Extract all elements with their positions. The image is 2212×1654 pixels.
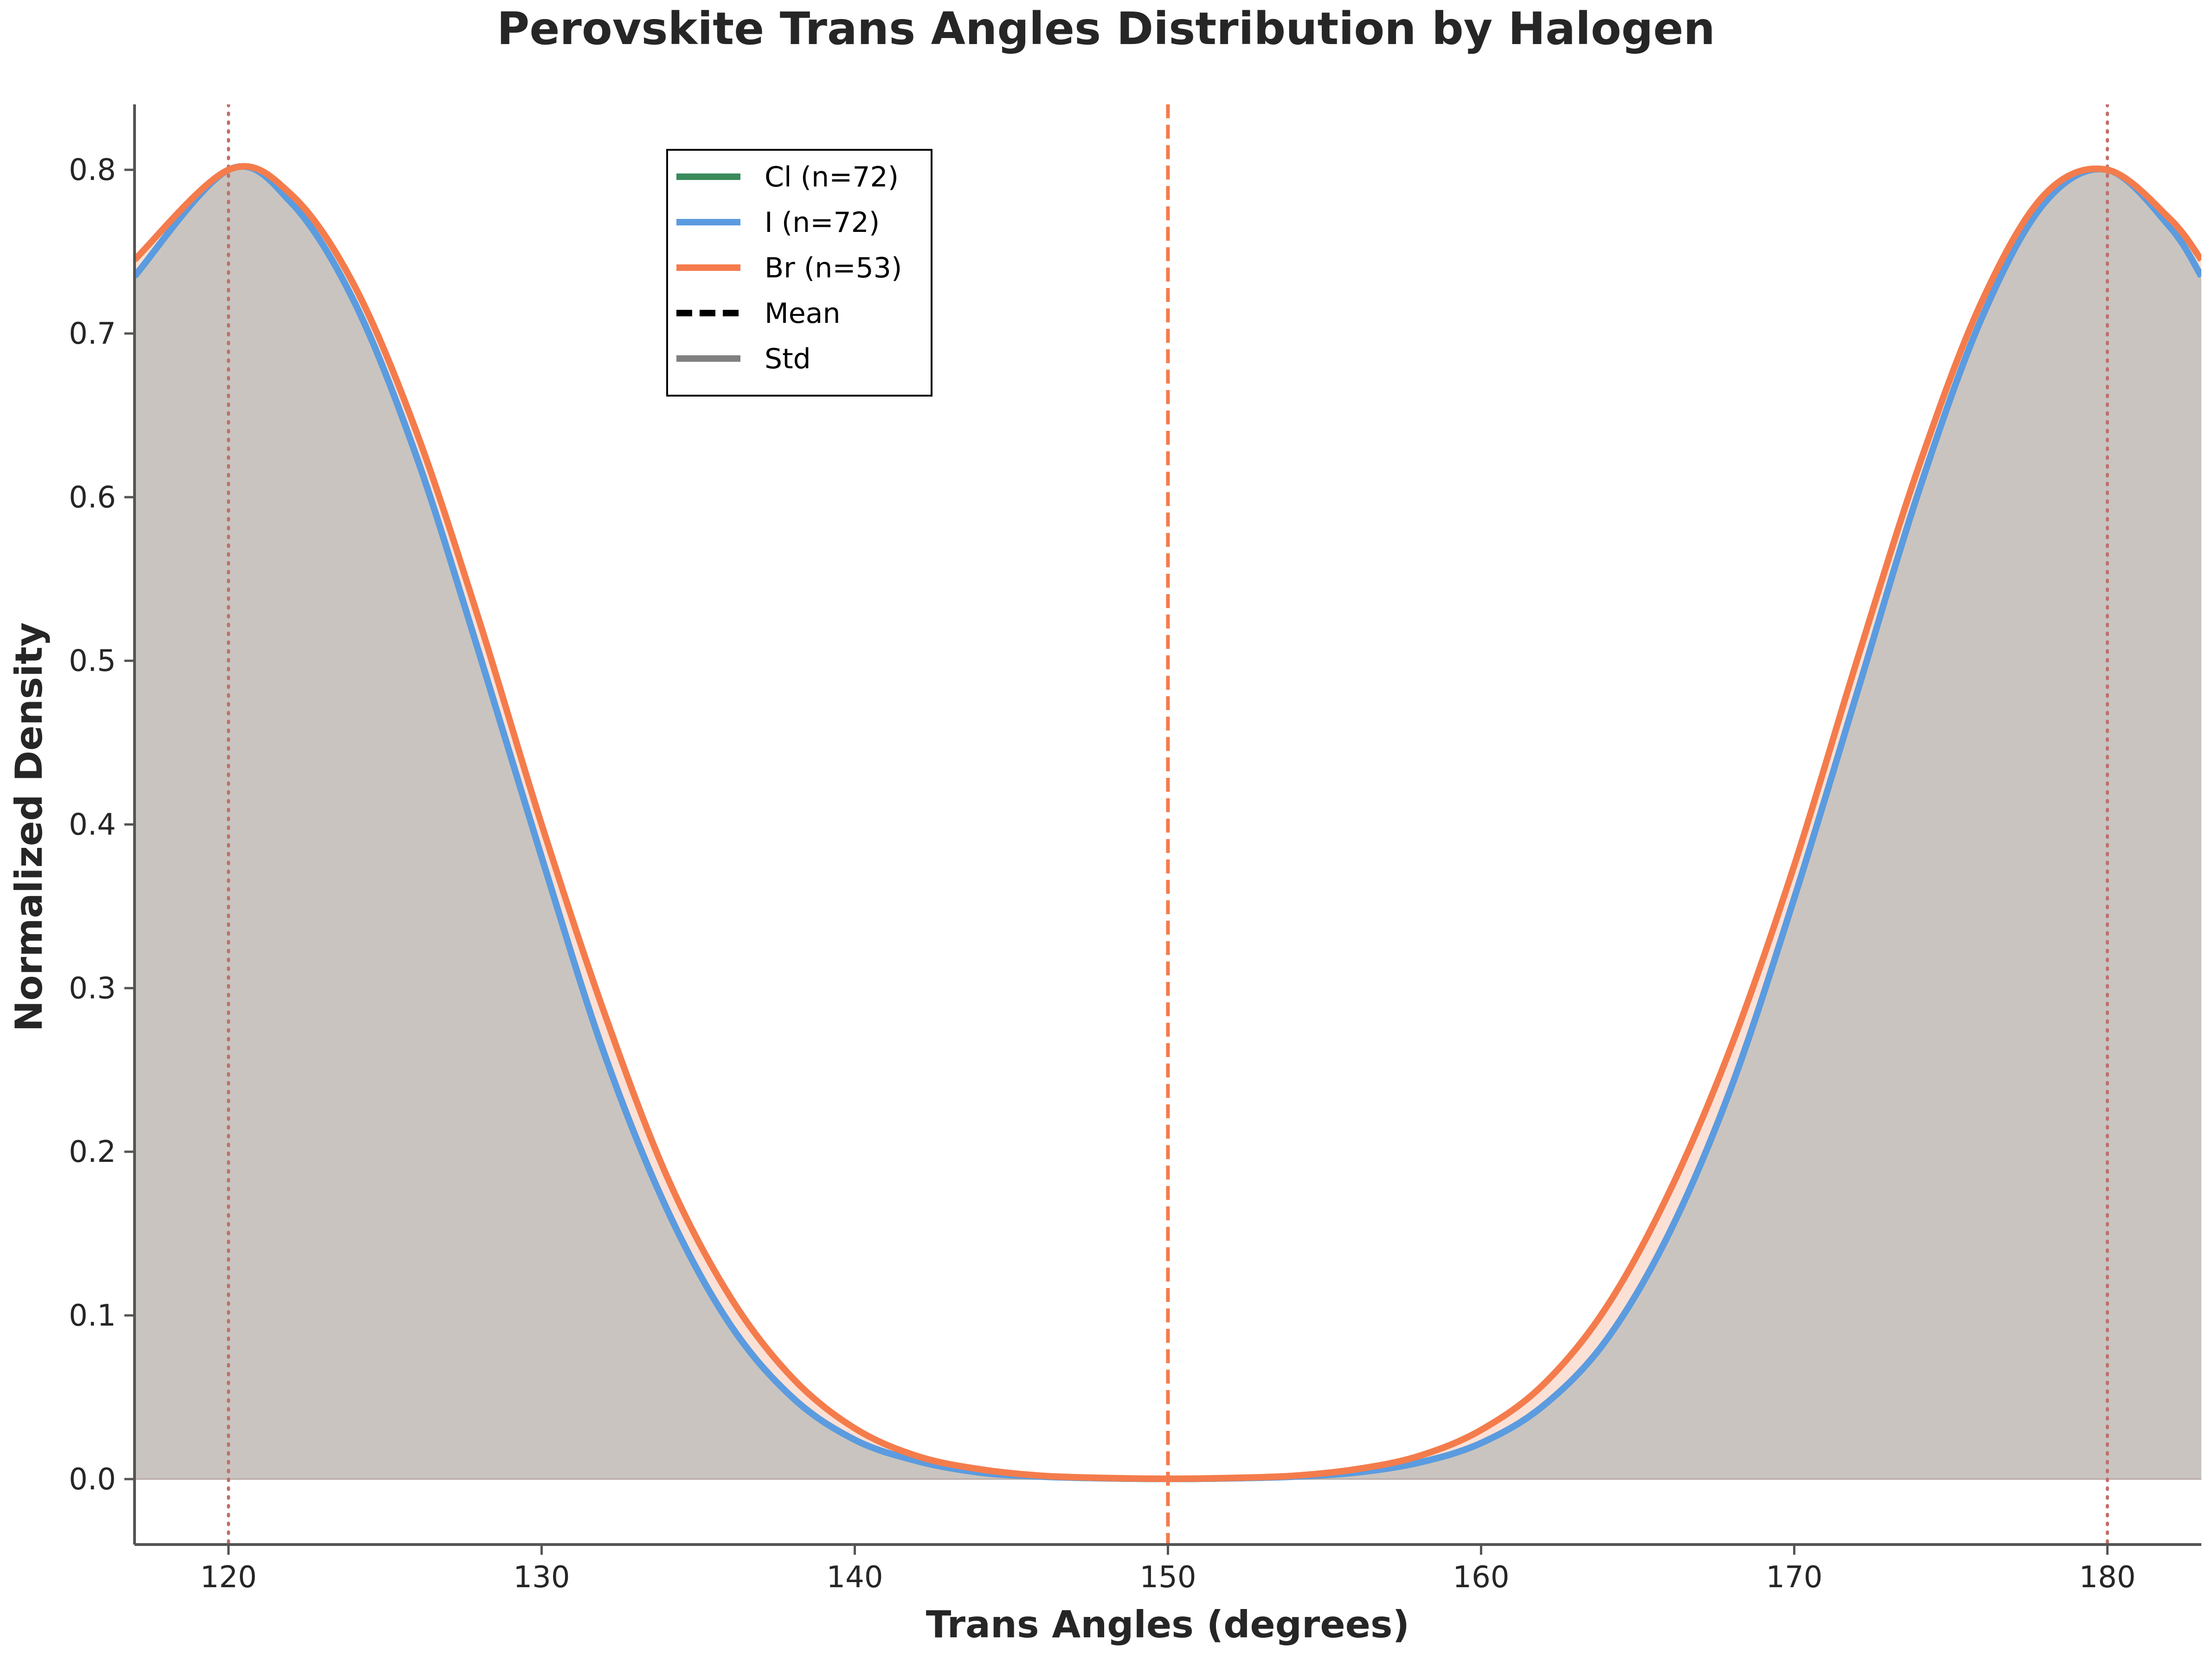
y-tick-label-0.1: 0.1 (69, 1299, 116, 1333)
y-tick-label-0.5: 0.5 (69, 644, 116, 679)
legend-label-mean: Mean (765, 297, 840, 330)
plot-clipped-group (135, 104, 2201, 1545)
series-line-br (135, 163, 2201, 1482)
legend-label-i: I (n=72) (765, 206, 880, 239)
br-area-fill (135, 166, 2201, 1479)
y-axis-label: Normalized Density (7, 622, 51, 1032)
legend-label-cl: Cl (n=72) (765, 161, 899, 193)
x-tick-label-140: 140 (826, 1560, 883, 1595)
y-tick-label-0.4: 0.4 (69, 808, 116, 842)
y-tick-label-0: 0.0 (69, 1462, 116, 1497)
axes: 120 130 140 150 160 170 180 0.0 0.1 0.2 0.3 0.4 0.5 0… (69, 104, 2201, 1595)
legend-box (666, 149, 932, 397)
y-tick-label-0.2: 0.2 (69, 1135, 116, 1169)
x-tick-label-130: 130 (513, 1560, 570, 1595)
x-tick-label-160: 160 (1453, 1560, 1509, 1595)
y-tick-label-0.8: 0.8 (69, 153, 116, 187)
x-tick-label-120: 120 (200, 1560, 257, 1595)
legend-label-std: Std (765, 343, 811, 375)
chart-title: Perovskite Trans Angles Distribution by … (497, 3, 1715, 55)
x-axis-label: Trans Angles (degrees) (926, 1603, 1409, 1646)
x-tick-label-150: 150 (1139, 1560, 1196, 1595)
overlap-area-fill (135, 166, 2201, 1479)
x-tick-label-170: 170 (1766, 1560, 1822, 1595)
x-tick-label-180: 180 (2079, 1560, 2135, 1595)
y-tick-label-0.7: 0.7 (69, 317, 116, 351)
y-tick-label-0.6: 0.6 (69, 481, 116, 515)
legend-label-br: Br (n=53) (765, 252, 902, 284)
y-tick-label-0.3: 0.3 (69, 971, 116, 1006)
plot-area (135, 104, 2201, 1545)
legend: Cl (n=72) I (n=72) Br (n=53) Mean Std (666, 149, 932, 397)
